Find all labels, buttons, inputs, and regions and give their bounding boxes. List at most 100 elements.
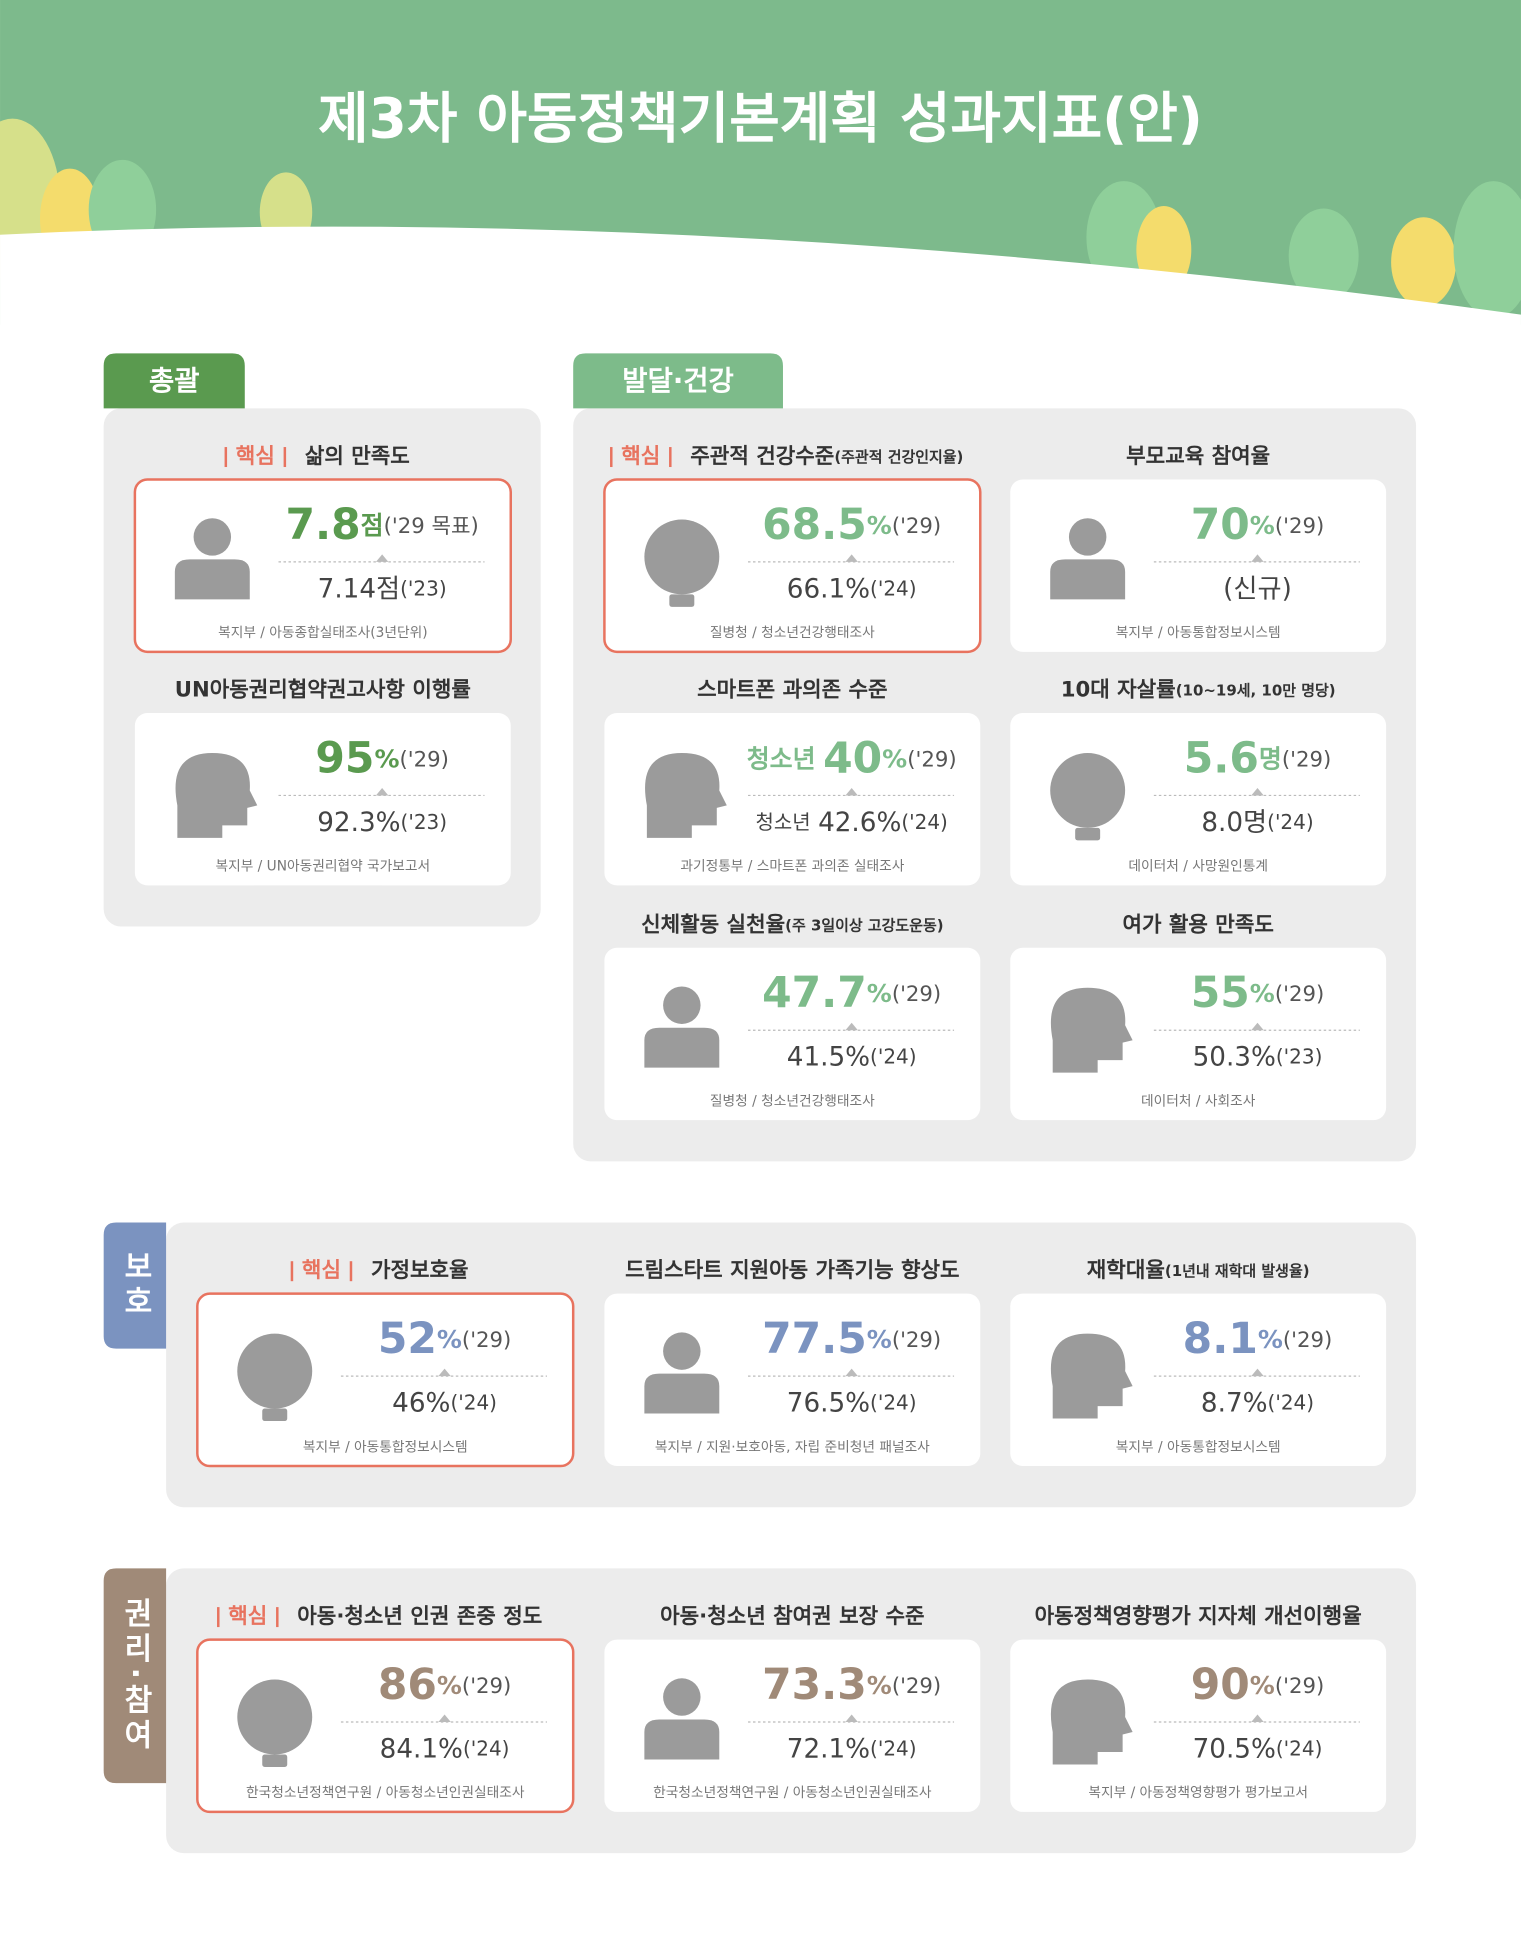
source: 데이터처 / 사망원인통계	[1128, 859, 1268, 875]
current-number: 50.3%	[1193, 1042, 1276, 1072]
source: 질병청 / 청소년건강행태조사	[710, 1093, 875, 1109]
icon-part	[1075, 827, 1101, 841]
core-tag: 핵심	[302, 1258, 341, 1283]
card-title: 삶의 만족도	[305, 444, 410, 469]
source: 데이터처 / 사회조사	[1141, 1093, 1256, 1109]
card-title-text: 드림스타트 지원아동 가족기능 향상도	[625, 1258, 960, 1283]
current-value: 72.1%('24)	[787, 1734, 917, 1764]
icon-part	[175, 752, 258, 838]
icon-part	[1050, 1333, 1133, 1419]
icon-part	[663, 986, 701, 1024]
card-title: 아동·청소년 참여권 보장 수준	[660, 1604, 924, 1629]
current-number: 42.6%	[818, 807, 901, 837]
target-unit: 점	[361, 511, 384, 540]
divider-arrow	[1251, 1714, 1264, 1722]
icon-part	[663, 1332, 701, 1370]
icon	[644, 1332, 720, 1414]
section-label: 권리·참여	[117, 1598, 152, 1754]
divider-arrow	[438, 1714, 451, 1722]
kpi-card	[133, 478, 513, 654]
page-title: 제3차 아동정책기본계획 성과지표(안)	[318, 87, 1203, 151]
source: 한국청소년정책연구원 / 아동청소년인권실태조사	[246, 1785, 525, 1801]
card-title-text: 아동·청소년 인권 존중 정도	[297, 1604, 542, 1629]
card-title: 가정보호율	[371, 1258, 469, 1283]
icon	[1050, 987, 1133, 1073]
icon-part	[1050, 987, 1133, 1073]
section-tab	[573, 353, 783, 409]
card-title-text: 가정보호율	[371, 1258, 469, 1283]
target-value: 52%('29)	[378, 1315, 511, 1364]
target-year: ('29)	[462, 1674, 511, 1699]
target-prefix: 청소년	[747, 744, 816, 773]
card-title: 10대 자살률(10~19세, 10만 명당)	[1061, 678, 1336, 703]
target-year: ('29)	[1283, 1328, 1332, 1353]
divider-arrow	[845, 1714, 858, 1722]
current-value: 92.3%('23)	[317, 807, 447, 837]
icon	[1050, 518, 1126, 600]
target-value: 77.5%('29)	[762, 1315, 941, 1364]
target-number: 7.8	[285, 500, 360, 549]
target-number: 86	[378, 1661, 437, 1710]
target-value: 55%('29)	[1191, 969, 1324, 1018]
source: 복지부 / 아동통합정보시스템	[1116, 1439, 1281, 1455]
target-value: 청소년 40%('29)	[747, 734, 957, 783]
card-title: 여가 활용 만족도	[1122, 912, 1273, 937]
card-title: 아동·청소년 인권 존중 정도	[297, 1604, 542, 1629]
current-value: 76.5%('24)	[787, 1388, 917, 1418]
icon	[644, 519, 720, 607]
divider-arrow	[845, 554, 858, 562]
target-year: ('29)	[1275, 982, 1324, 1007]
current-number: 92.3%	[317, 807, 400, 837]
target-value: 73.3%('29)	[762, 1661, 941, 1710]
source: 한국청소년정책연구원 / 아동청소년인권실태조사	[653, 1785, 932, 1801]
section-tab	[103, 353, 245, 409]
icon	[1050, 1679, 1133, 1765]
icon	[1050, 1333, 1133, 1419]
divider-arrow	[1251, 1368, 1264, 1377]
target-year: ('29)	[1275, 514, 1324, 539]
icon-part	[262, 1754, 288, 1767]
icon-part	[174, 559, 250, 600]
target-unit: 명	[1259, 744, 1282, 773]
card-title-note: (주관적 건강인지율)	[834, 448, 963, 466]
current-year: ('24)	[1268, 1390, 1314, 1414]
current-value: 50.3%('23)	[1193, 1042, 1323, 1072]
icon	[175, 752, 258, 838]
current-value: 8.7%('24)	[1201, 1388, 1314, 1418]
target-value: 8.1%('29)	[1183, 1315, 1333, 1364]
target-number: 95	[315, 734, 374, 783]
card-title-text: 스마트폰 과의존 수준	[697, 678, 887, 703]
icon-part	[1050, 559, 1126, 600]
icon-part	[1050, 752, 1126, 828]
target-number: 47.7	[762, 969, 867, 1018]
icon-part	[193, 518, 232, 556]
kpi-card	[604, 1639, 981, 1812]
current-year: ('24)	[450, 1390, 496, 1414]
current-year: ('24)	[870, 1736, 916, 1760]
section-label: 보호	[117, 1251, 152, 1321]
current-number: 84.1%	[380, 1734, 463, 1764]
card-title: 스마트폰 과의존 수준	[697, 678, 887, 703]
section-tab	[103, 1568, 167, 1784]
target-unit: %	[437, 1671, 462, 1700]
current-year: ('23)	[400, 576, 446, 600]
kpi-card	[604, 1293, 981, 1467]
target-value: 86%('29)	[378, 1661, 511, 1710]
target-unit: %	[867, 1325, 892, 1354]
core-tag: 핵심	[228, 1604, 267, 1629]
icon	[237, 1333, 313, 1422]
divider-arrow	[1251, 554, 1264, 562]
current-year: ('24)	[870, 576, 916, 600]
icon	[174, 518, 250, 600]
card-title: 재학대율(1년내 재학대 발생율)	[1087, 1258, 1310, 1283]
section-label: 발달·건강	[622, 366, 734, 397]
current-value: 41.5%('24)	[787, 1042, 917, 1072]
kpi-card	[1010, 479, 1387, 652]
target-unit: %	[437, 1325, 462, 1354]
card-title: 드림스타트 지원아동 가족기능 향상도	[625, 1258, 960, 1283]
target-number: 90	[1191, 1661, 1250, 1710]
current-number: 7.14점	[318, 574, 401, 604]
icon-part	[237, 1333, 313, 1409]
target-number: 40	[823, 734, 882, 783]
